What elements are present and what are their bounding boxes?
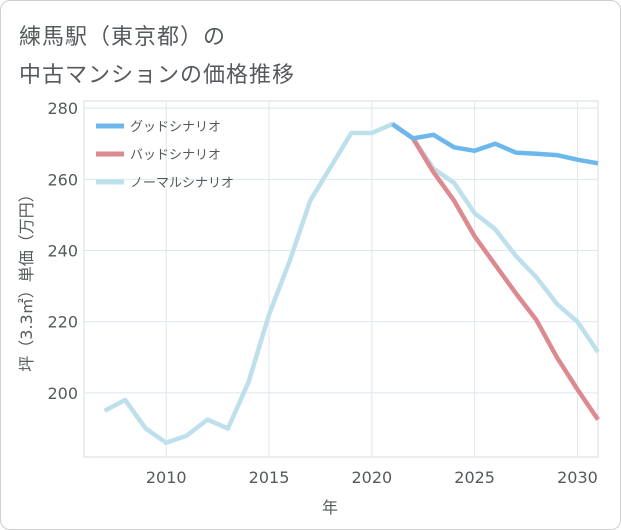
series-lines bbox=[103, 121, 600, 446]
legend-label-2: ノーマルシナリオ bbox=[130, 176, 234, 191]
y-axis-label: 坪（3.3㎡）単価（万円） bbox=[17, 186, 36, 371]
x-tick-label: 2010 bbox=[146, 468, 187, 487]
x-tick-label: 2025 bbox=[454, 468, 495, 487]
chart-title-line-1: 練馬駅（東京都）の bbox=[19, 25, 227, 50]
x-tick-label: 2015 bbox=[249, 468, 290, 487]
series-line-0 bbox=[391, 122, 599, 166]
x-tick-label: 2030 bbox=[557, 468, 598, 487]
legend-label-1: バッドシナリオ bbox=[130, 148, 221, 163]
series-line-1 bbox=[391, 122, 600, 421]
y-tick-label: 260 bbox=[47, 170, 78, 189]
y-tick-label: 240 bbox=[47, 242, 78, 261]
series-line-2 bbox=[103, 121, 600, 446]
y-tick-label: 280 bbox=[47, 99, 78, 118]
x-tick-label: 2020 bbox=[351, 468, 392, 487]
y-tick-label: 220 bbox=[47, 313, 78, 332]
y-tick-label: 200 bbox=[47, 384, 78, 403]
x-axis-label: 年 bbox=[322, 498, 338, 517]
y-axis-ticks: 200 220 240 260 280 bbox=[47, 99, 78, 403]
chart-title-line-2: 中古マンションの価格推移 bbox=[19, 63, 296, 88]
legend-label-0: グッドシナリオ bbox=[130, 120, 221, 135]
plot-area bbox=[83, 100, 599, 458]
x-axis-ticks: 2010 2015 2020 2025 2030 bbox=[146, 468, 598, 487]
